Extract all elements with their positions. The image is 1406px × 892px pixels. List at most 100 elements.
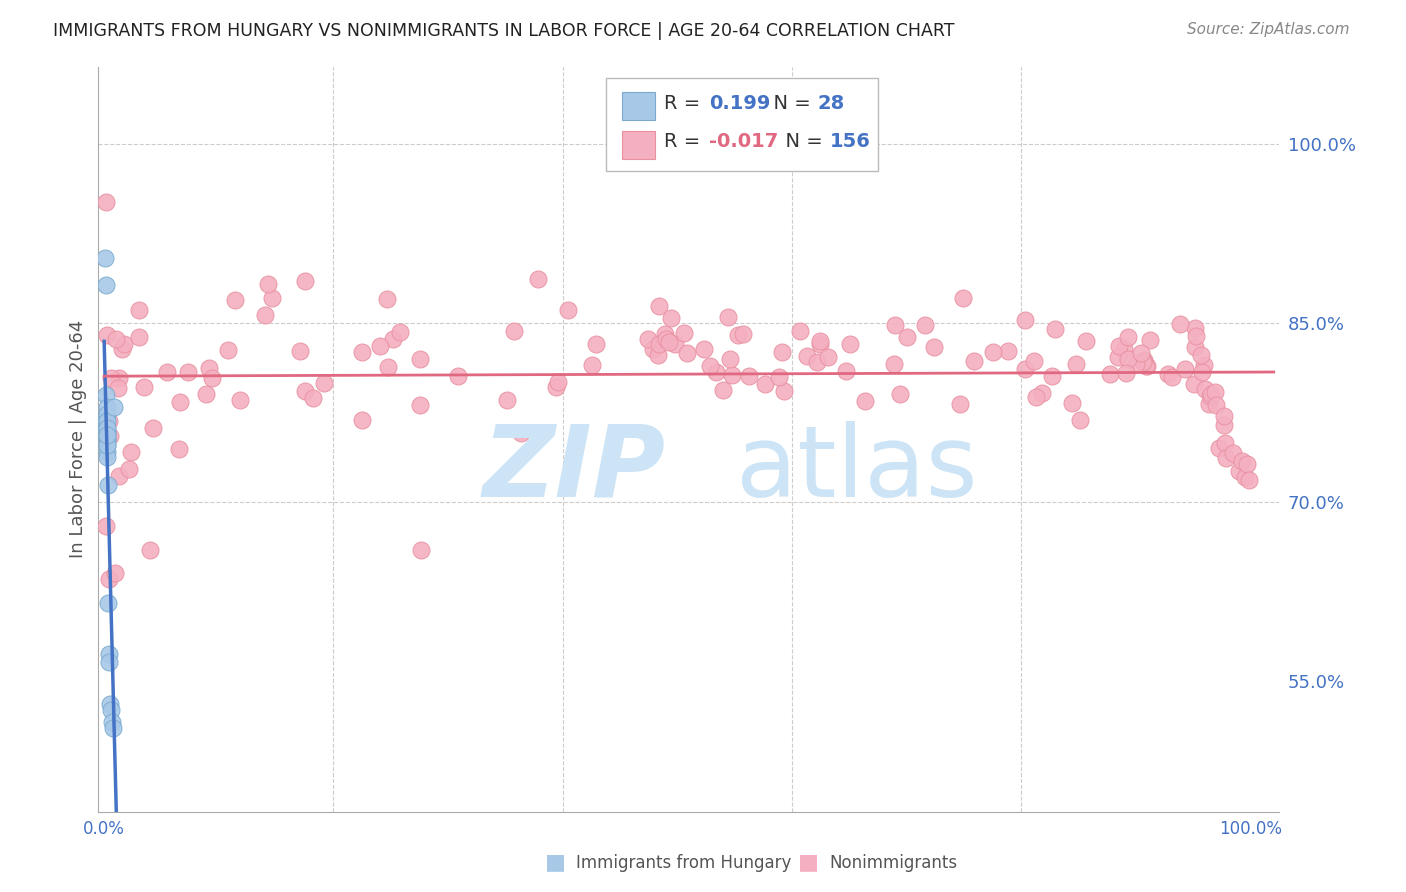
Point (1184, 340, 1206, 354)
Point (839, 337, 862, 351)
Point (1204, 384, 1226, 399)
Point (789, 324, 811, 338)
Point (654, 326, 676, 341)
Point (527, 271, 550, 285)
Point (699, 359, 721, 374)
Text: IMMIGRANTS FROM HUNGARY VS NONIMMIGRANTS IN LABOR FORCE | AGE 20-64 CORRELATION : IMMIGRANTS FROM HUNGARY VS NONIMMIGRANTS… (53, 22, 955, 40)
Point (585, 337, 607, 351)
Point (224, 293, 246, 307)
Point (1135, 359, 1157, 373)
Point (1132, 353, 1154, 368)
Point (1064, 357, 1087, 371)
Point (1213, 409, 1236, 423)
Point (1208, 442, 1230, 456)
Point (1025, 390, 1047, 404)
Point (817, 350, 839, 364)
Point (120, 444, 142, 458)
Point (375, 293, 398, 307)
Point (896, 330, 918, 344)
Point (98, 698, 121, 712)
Point (914, 318, 936, 332)
Point (692, 342, 714, 356)
Text: 156: 156 (830, 132, 870, 151)
Point (808, 336, 831, 351)
Point (731, 326, 754, 341)
Point (389, 325, 412, 339)
Point (1132, 355, 1154, 369)
Point (169, 395, 191, 409)
Point (1118, 329, 1140, 343)
Point (981, 344, 1004, 359)
Point (720, 368, 742, 383)
Text: Nonimmigrants: Nonimmigrants (830, 854, 957, 871)
Point (643, 342, 665, 356)
Text: atlas: atlas (737, 421, 977, 517)
Point (952, 291, 974, 305)
Text: 28: 28 (818, 95, 845, 113)
Text: Immigrants from Hungary: Immigrants from Hungary (576, 854, 792, 871)
Point (96, 414, 118, 428)
Point (98, 648, 121, 662)
Point (96, 438, 118, 452)
Point (382, 332, 405, 346)
Point (1212, 417, 1234, 432)
Text: N =: N = (773, 132, 828, 151)
Point (97, 414, 120, 428)
FancyBboxPatch shape (621, 130, 655, 159)
Point (377, 359, 399, 374)
Point (1236, 457, 1258, 471)
Point (1043, 322, 1066, 336)
Point (1230, 454, 1253, 468)
Text: N =: N = (761, 95, 817, 113)
Text: Source: ZipAtlas.com: Source: ZipAtlas.com (1187, 22, 1350, 37)
Point (110, 342, 132, 356)
Point (509, 425, 531, 440)
Point (1069, 413, 1091, 427)
Point (96, 430, 118, 444)
Point (654, 332, 676, 346)
Point (1198, 397, 1220, 411)
Point (201, 371, 224, 385)
Point (1170, 317, 1192, 331)
Point (1115, 366, 1137, 380)
Point (796, 349, 818, 363)
Point (1194, 383, 1216, 397)
Point (1184, 329, 1206, 343)
Point (1182, 376, 1205, 391)
Point (167, 442, 190, 457)
Point (101, 715, 124, 730)
Point (1161, 370, 1184, 384)
Point (581, 359, 603, 373)
Point (96, 428, 118, 442)
Point (1116, 352, 1139, 367)
Point (948, 397, 970, 411)
Point (368, 339, 391, 353)
Point (96, 409, 118, 423)
FancyBboxPatch shape (606, 78, 877, 171)
Point (128, 330, 150, 344)
Point (768, 369, 790, 384)
Point (718, 351, 741, 366)
Point (647, 300, 669, 314)
Point (96, 414, 118, 428)
Point (96, 433, 118, 447)
Point (97, 572, 120, 586)
Point (103, 721, 125, 735)
Point (704, 365, 727, 379)
Point (1189, 348, 1212, 362)
Point (963, 354, 986, 368)
Point (97, 596, 120, 610)
Point (1184, 320, 1206, 334)
Point (659, 311, 682, 326)
Point (411, 542, 433, 557)
Point (96, 445, 118, 459)
Point (294, 384, 316, 398)
Point (96, 421, 118, 435)
Y-axis label: In Labor Force | Age 20-64: In Labor Force | Age 20-64 (69, 320, 87, 558)
Point (447, 369, 470, 384)
Point (1199, 389, 1222, 403)
Point (96, 327, 118, 342)
Point (922, 340, 945, 354)
Point (1222, 445, 1244, 459)
Text: ■: ■ (546, 853, 565, 872)
